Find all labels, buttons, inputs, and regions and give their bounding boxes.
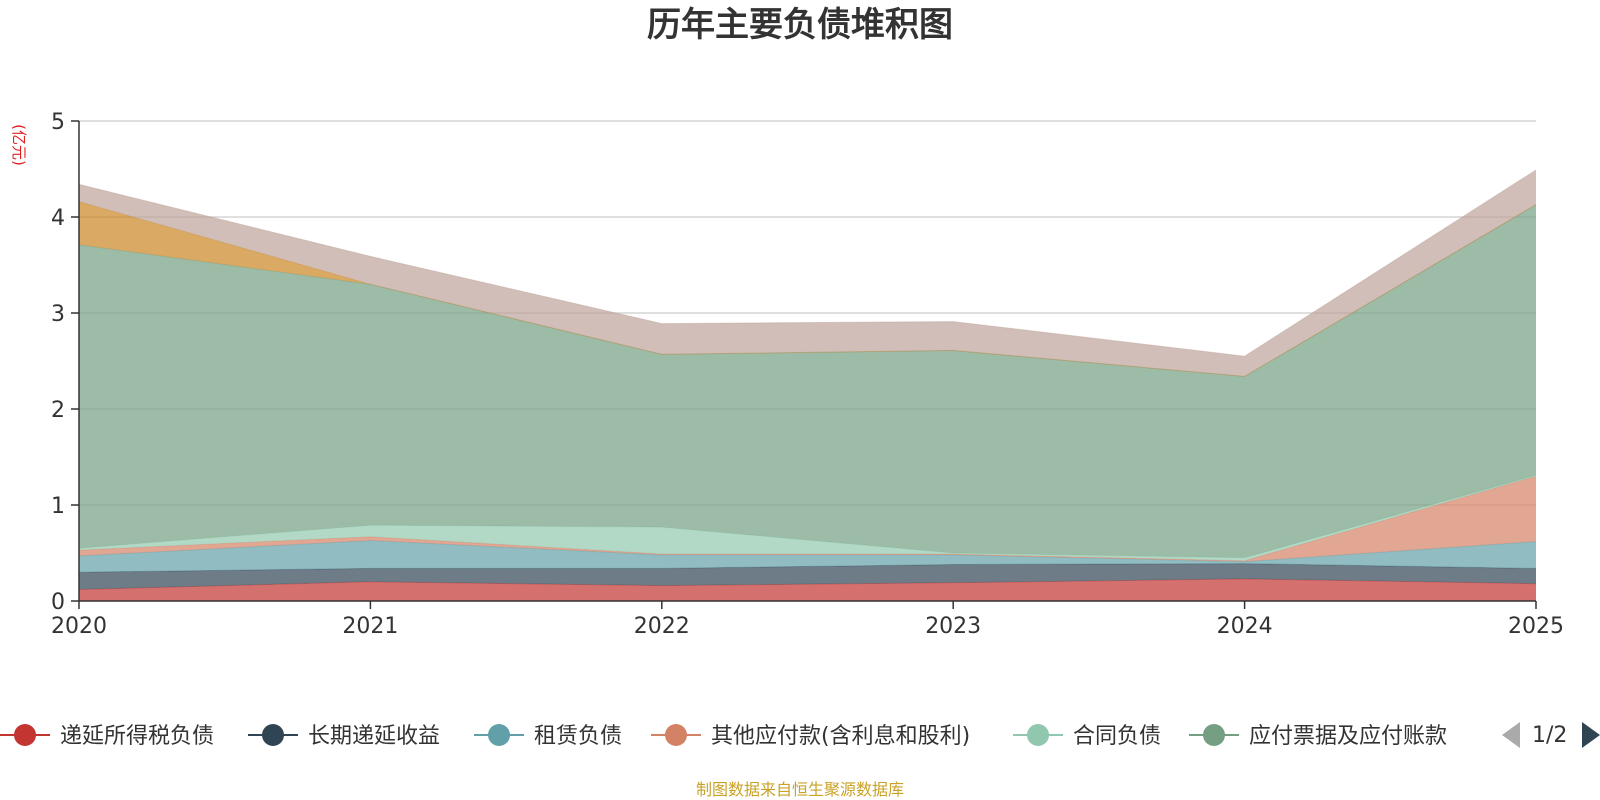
legend-item[interactable]: 长期递延收益: [248, 724, 440, 749]
x-tick-label: 2025: [1508, 614, 1564, 639]
area-series: [79, 578, 1536, 601]
legend-label: 长期递延收益: [308, 724, 440, 749]
legend-next-page-icon[interactable]: [1582, 722, 1600, 748]
area-series: [79, 540, 1536, 573]
area-series: [79, 475, 1536, 561]
x-tick-label: 2020: [51, 614, 107, 639]
legend: 递延所得税负债 长期递延收益 租赁负债 其他应付款(含利息和股利) 合同负债 应付票据及应…: [0, 724, 1447, 749]
x-tick-label: 2023: [925, 614, 981, 639]
legend-label: 应付票据及应付账款: [1249, 724, 1447, 749]
legend-item[interactable]: 其他应付款(含利息和股利): [651, 724, 970, 749]
area-series: [79, 204, 1536, 558]
y-tick-label: 3: [51, 302, 65, 327]
legend-dot-icon: [665, 724, 687, 746]
x-tick-label: 2021: [342, 614, 398, 639]
area-series: [79, 563, 1536, 590]
area-series-edge: [78, 169, 1537, 357]
y-tick-label: 2: [51, 398, 65, 423]
legend-pager: 1/2: [1502, 722, 1600, 748]
y-tick-label: 4: [51, 206, 65, 231]
legend-dot-icon: [14, 724, 36, 746]
area-series: [79, 170, 1536, 377]
legend-page-indicator: 1/2: [1532, 723, 1567, 748]
chart-title: 历年主要负债堆积图: [647, 5, 953, 45]
legend-item[interactable]: 租赁负债: [474, 724, 622, 749]
data-source-note: 制图数据来自恒生聚源数据库: [696, 780, 904, 799]
legend-dot-icon: [1027, 724, 1049, 746]
y-tick-label: 1: [51, 494, 65, 519]
legend-label: 递延所得税负债: [60, 724, 214, 749]
axes: 0 1 2 3 4 5 2020 2021 2022 2023 2024 2025: [51, 110, 1564, 639]
legend-prev-page-icon[interactable]: [1502, 722, 1520, 748]
legend-label: 租赁负债: [534, 724, 622, 749]
legend-label: 其他应付款(含利息和股利): [711, 724, 970, 749]
x-tick-label: 2022: [634, 614, 690, 639]
legend-dot-icon: [488, 724, 510, 746]
legend-item[interactable]: 递延所得税负债: [0, 724, 214, 749]
legend-dot-icon: [262, 724, 284, 746]
y-tick-label: 0: [51, 590, 65, 615]
legend-dot-icon: [1203, 724, 1225, 746]
y-axis-unit-label: (亿元): [10, 124, 28, 166]
y-tick-label: 5: [51, 110, 65, 135]
area-series-layer: [78, 169, 1537, 601]
x-tick-label: 2024: [1217, 614, 1273, 639]
legend-label: 合同负债: [1073, 724, 1161, 749]
legend-item[interactable]: 应付票据及应付账款: [1189, 724, 1447, 749]
legend-item[interactable]: 合同负债: [1013, 724, 1161, 749]
